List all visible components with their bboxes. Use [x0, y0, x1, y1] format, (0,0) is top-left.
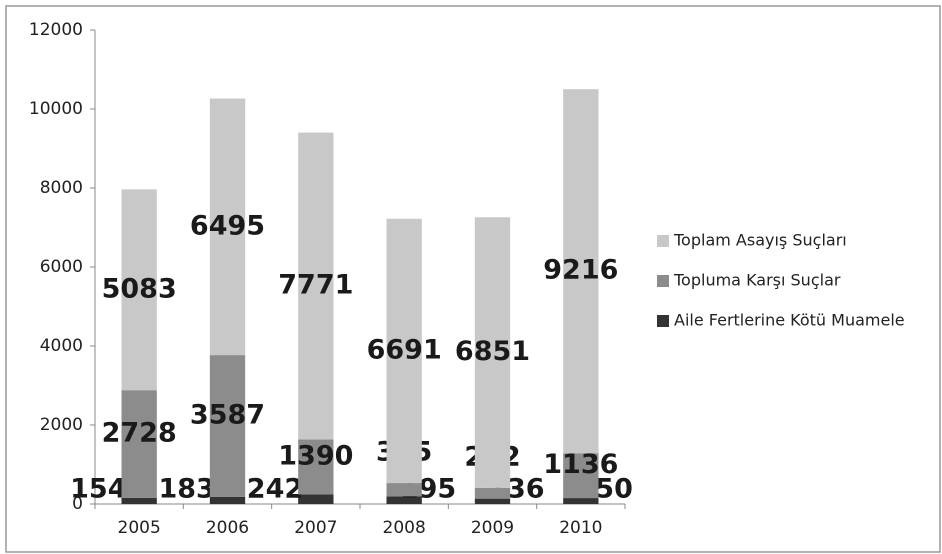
y-tick-label: 10000	[29, 99, 83, 119]
y-tick-label: 0	[72, 494, 83, 514]
legend-label: Toplam Asayış Suçları	[673, 231, 847, 250]
y-tick-label: 8000	[40, 178, 83, 198]
data-label: 154	[70, 474, 126, 505]
y-tick-label: 2000	[40, 415, 83, 435]
data-label: 6495	[190, 210, 265, 241]
data-label: 5083	[102, 273, 177, 304]
bar-segment	[474, 217, 511, 488]
bar-segment	[209, 496, 246, 504]
bar-segment	[386, 496, 422, 504]
legend-swatch	[657, 315, 669, 327]
x-tick-label: 2009	[471, 518, 514, 538]
x-tick-label: 2005	[118, 518, 161, 538]
x-tick-label: 2008	[383, 518, 426, 538]
legend-swatch	[657, 235, 669, 247]
x-tick-label: 2010	[559, 518, 602, 538]
bar-segment	[209, 98, 246, 356]
bar-segment	[563, 498, 599, 504]
bar-segment	[121, 189, 157, 391]
bar-segment	[121, 497, 157, 504]
bar-segment	[386, 218, 422, 484]
bar-segment	[474, 487, 511, 499]
data-label: 1136	[543, 449, 618, 480]
data-label: 3587	[190, 399, 265, 430]
data-label: 242	[247, 474, 303, 505]
legend-swatch	[657, 275, 669, 287]
y-tick-label: 4000	[40, 336, 83, 356]
data-label: 2728	[102, 418, 177, 449]
y-tick-label: 12000	[29, 20, 83, 40]
bar-segment	[563, 453, 599, 499]
data-label: 1390	[278, 440, 353, 471]
y-tick-label: 6000	[40, 257, 83, 277]
data-label: 6691	[367, 334, 442, 365]
chart-frame	[5, 5, 941, 553]
x-tick-label: 2006	[206, 518, 249, 538]
bar-segment	[209, 355, 246, 497]
bar-segment	[298, 132, 334, 440]
legend-label: Topluma Karşı Suçlar	[673, 271, 841, 290]
data-label: 6851	[455, 336, 530, 367]
bar-segment	[121, 390, 157, 498]
data-label: 183	[158, 474, 214, 505]
bar-segment	[298, 494, 334, 504]
x-tick-label: 2007	[294, 518, 337, 538]
bar-segment	[386, 483, 422, 497]
data-label: 9216	[543, 255, 618, 286]
data-label: 7771	[278, 270, 353, 301]
bar-segment	[298, 439, 334, 495]
bar-segment	[474, 498, 511, 504]
bar-segment	[563, 89, 599, 454]
legend-label: Aile Fertlerine Kötü Muamele	[674, 311, 905, 330]
